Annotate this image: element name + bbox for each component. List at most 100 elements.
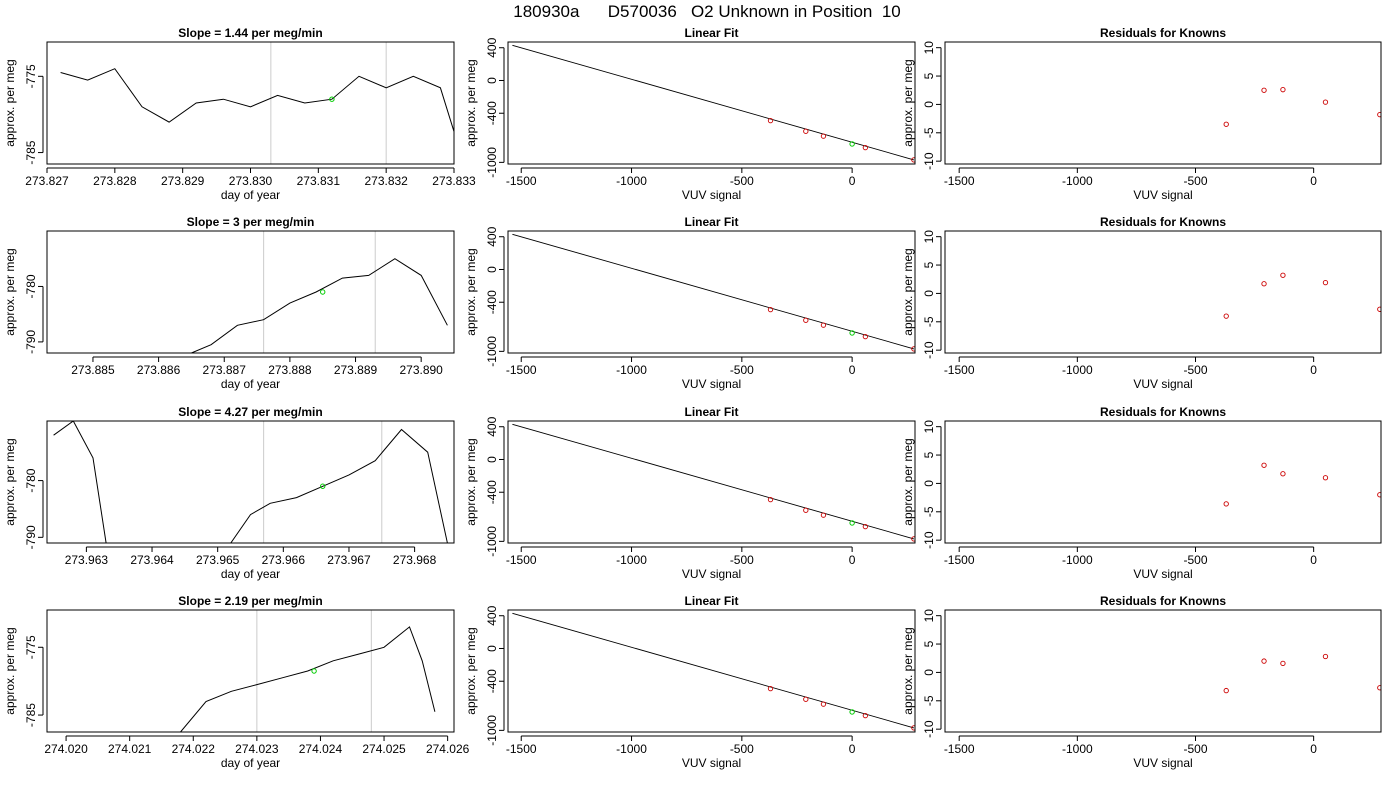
plot-area (512, 233, 915, 352)
y-tick-label: -10 (922, 152, 936, 170)
known-point (1223, 501, 1229, 507)
known-point (1377, 306, 1381, 312)
plot-area (512, 423, 915, 542)
panel-title: Slope = 2.19 per meg/min (178, 594, 322, 608)
unknown-point (849, 141, 855, 147)
trace-line (230, 428, 448, 543)
plot-area (1223, 87, 1381, 127)
x-tick-label: -1500 (506, 363, 537, 377)
plot-frame (944, 609, 1382, 733)
x-tick-label: 0 (849, 742, 856, 756)
y-tick-label: 0 (922, 101, 936, 108)
known-point (862, 523, 869, 530)
y-tick-label: -1000 (485, 147, 499, 178)
y-axis-label: approx. per meg (3, 248, 17, 335)
y-tick-label: 0 (485, 645, 499, 652)
y-tick-label: 5 (922, 451, 936, 458)
x-tick-label: 273.829 (161, 174, 205, 188)
x-axis-label: day of year (221, 756, 280, 770)
x-tick-label: -500 (1183, 174, 1207, 188)
y-tick-label: 0 (485, 456, 499, 463)
known-point (820, 701, 827, 707)
y-tick-label: 0 (922, 669, 936, 676)
y-axis-label: approx. per meg (464, 627, 478, 714)
plot-frame (507, 420, 916, 544)
known-point (911, 157, 915, 163)
trace-line (191, 258, 448, 353)
known-point (1261, 462, 1267, 468)
x-tick-label: -500 (730, 174, 754, 188)
trace-line (180, 626, 436, 732)
y-tick-label: 0 (922, 480, 936, 487)
x-tick-label: 273.832 (364, 174, 408, 188)
y-axis-label: approx. per meg (901, 627, 915, 714)
y-axis-label: approx. per meg (901, 248, 915, 335)
plot-area (60, 42, 454, 164)
y-tick-label: 0 (485, 77, 499, 84)
y-tick-label: 5 (922, 72, 936, 79)
x-axis-label: VUV signal (1133, 756, 1192, 770)
known-point (820, 512, 827, 518)
plot-frame (944, 420, 1382, 544)
trace-line (60, 68, 454, 134)
x-axis-label: day of year (221, 567, 280, 581)
x-tick-label: -1000 (616, 174, 647, 188)
y-tick-label: -790 (24, 330, 38, 354)
y-tick-label: 10 (922, 41, 936, 55)
x-tick-label: -1500 (944, 174, 975, 188)
x-tick-label: 0 (1310, 174, 1317, 188)
x-tick-label: -1000 (1062, 174, 1093, 188)
x-tick-label: -500 (1183, 742, 1207, 756)
x-tick-label: -1500 (944, 363, 975, 377)
plot-area (1223, 653, 1381, 694)
panel-trace-2: Slope = 3 per meg/min 273.885 273.886 273.8… (3, 215, 455, 391)
panel-title: Residuals for Knowns (1100, 26, 1226, 40)
panel-fit-2: Linear Fit -1500 -1000 -500 0 400 0 -400 -1000 VU… (464, 215, 916, 391)
plot-frame (944, 230, 1382, 354)
x-axis-label: VUV signal (682, 567, 741, 581)
y-tick-label: -5 (922, 506, 936, 517)
x-axis-label: VUV signal (682, 756, 741, 770)
known-point (1223, 121, 1229, 127)
x-axis-label: VUV signal (1133, 567, 1192, 581)
known-point (1280, 87, 1286, 93)
known-point (803, 696, 809, 702)
known-point (911, 725, 915, 731)
x-tick-label: 273.890 (399, 363, 443, 377)
unknown-point (320, 289, 326, 295)
known-point (911, 346, 915, 352)
plot-area (1223, 462, 1381, 507)
y-tick-label: -10 (922, 531, 936, 549)
x-tick-label: -500 (1183, 553, 1207, 567)
y-tick-label: -775 (24, 635, 38, 659)
y-tick-label: -1000 (485, 336, 499, 367)
y-tick-label: -775 (24, 64, 38, 88)
x-tick-label: -500 (730, 553, 754, 567)
panel-title: Slope = 1.44 per meg/min (178, 26, 322, 40)
known-point (803, 317, 809, 323)
plot-frame (46, 230, 455, 354)
known-point (1223, 687, 1229, 694)
x-tick-label: 273.966 (262, 553, 306, 567)
x-tick-label: 273.964 (130, 553, 174, 567)
plot-area (512, 44, 915, 163)
y-tick-label: 400 (485, 226, 499, 246)
y-tick-label: 0 (485, 266, 499, 273)
known-point (862, 144, 869, 151)
y-tick-label: -5 (922, 695, 936, 706)
x-tick-label: -1000 (616, 742, 647, 756)
y-axis-label: approx. per meg (3, 627, 17, 714)
x-tick-label: 0 (1310, 363, 1317, 377)
x-tick-label: 273.833 (432, 174, 476, 188)
x-tick-label: 273.887 (203, 363, 247, 377)
main-title: 180930a D570036 O2 Unknown in Position 1… (513, 2, 900, 21)
known-point (1322, 279, 1329, 286)
x-tick-label: -1000 (1062, 742, 1093, 756)
plot-frame (46, 420, 455, 544)
panel-trace-1: Slope = 1.44 per meg/min 273.827 273.828 27… (3, 26, 476, 202)
x-tick-label: -500 (730, 742, 754, 756)
y-tick-label: -780 (24, 274, 38, 298)
y-tick-label: 10 (922, 230, 936, 244)
y-axis-label: approx. per meg (901, 438, 915, 525)
